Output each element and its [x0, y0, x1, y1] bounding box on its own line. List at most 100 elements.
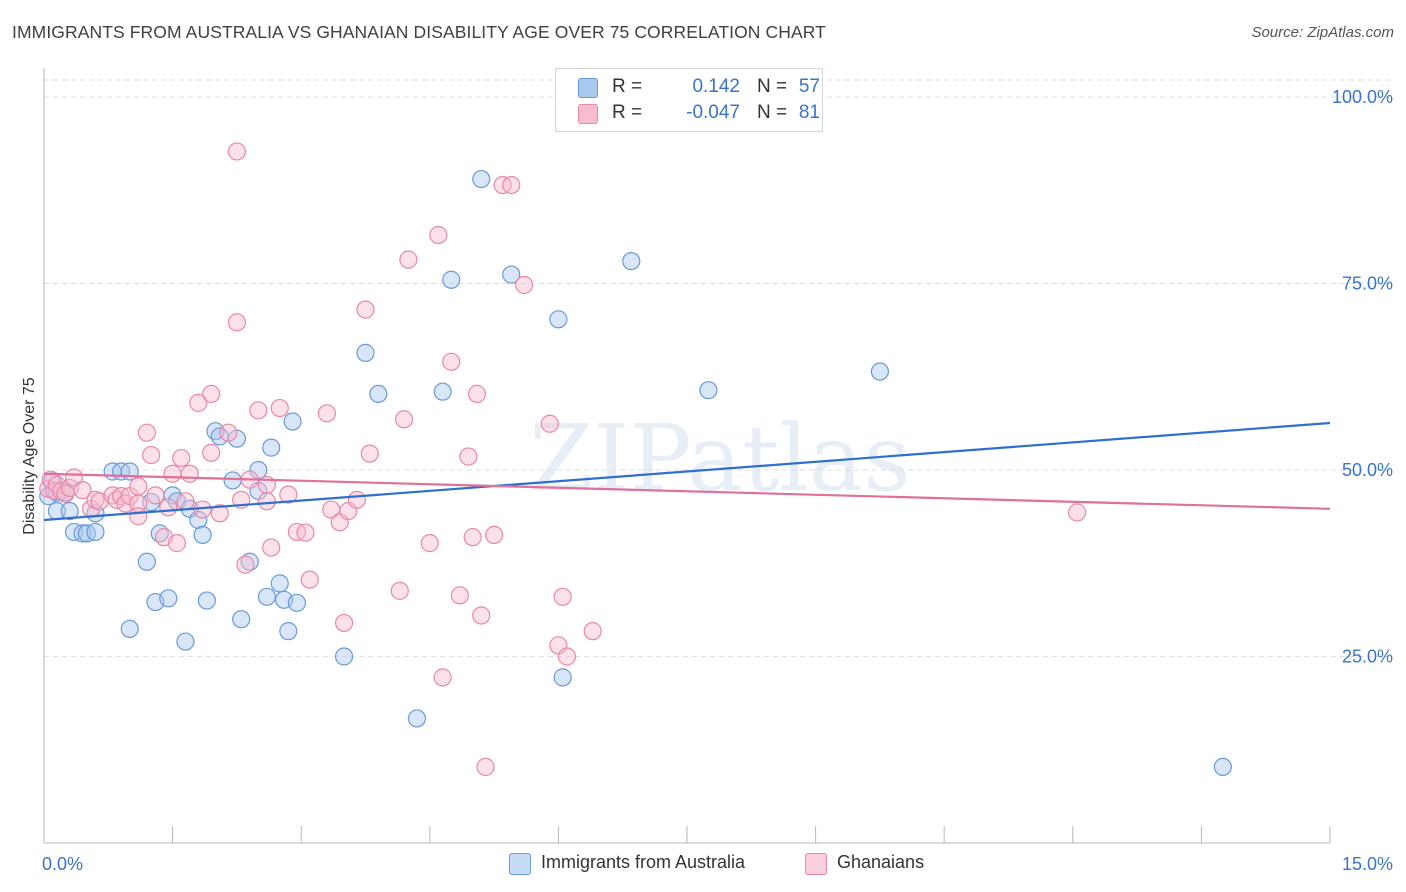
- x-tick-label: 15.0%: [1342, 854, 1393, 874]
- legend-swatch-australia: [578, 78, 598, 98]
- data-point: [442, 270, 461, 289]
- data-point: [485, 525, 504, 545]
- data-point: [472, 606, 491, 625]
- data-point: [870, 362, 890, 381]
- data-point: [163, 464, 182, 483]
- data-point: [553, 668, 572, 687]
- data-point: [176, 632, 195, 651]
- data-point: [420, 534, 439, 553]
- data-point: [429, 225, 448, 245]
- trend-line: [43, 472, 1331, 510]
- data-point: [502, 175, 521, 195]
- legend-n-label: N =: [757, 76, 788, 97]
- data-point: [283, 412, 302, 431]
- data-point: [257, 587, 277, 606]
- correlation-legend: R = 0.142 N = 57 R = -0.047 N = 81: [555, 68, 823, 132]
- data-point: [1213, 757, 1232, 777]
- data-point: [317, 404, 337, 423]
- data-point: [360, 444, 379, 463]
- data-point: [202, 443, 221, 462]
- data-point: [476, 757, 495, 777]
- data-point: [300, 570, 319, 589]
- data-point: [1067, 503, 1087, 522]
- data-point: [279, 485, 298, 504]
- series-legend: Immigrants from Australia Ghanaians: [0, 852, 1406, 876]
- data-point: [262, 438, 281, 457]
- data-point: [227, 142, 246, 161]
- data-point: [73, 481, 92, 500]
- legend-n-label: N =: [757, 102, 788, 123]
- data-point: [553, 587, 572, 606]
- data-point: [60, 501, 79, 521]
- data-point: [463, 528, 482, 547]
- data-point: [137, 552, 156, 571]
- data-point: [334, 613, 354, 633]
- data-point: [129, 507, 148, 526]
- data-point: [142, 445, 161, 465]
- data-point: [433, 668, 452, 687]
- data-point: [232, 610, 251, 629]
- data-point: [223, 471, 242, 490]
- tick-labels: 100.0% 75.0% 50.0% 25.0% 0.0% 15.0%: [42, 87, 1393, 874]
- legend-swatch-ghanaians: [805, 853, 827, 875]
- data-point: [159, 589, 178, 608]
- source-label: Source: ZipAtlas.com: [1251, 24, 1394, 41]
- data-point: [262, 538, 281, 557]
- legend-swatch-australia: [509, 853, 531, 875]
- data-point: [279, 622, 298, 641]
- data-point: [356, 343, 375, 362]
- legend-r-value: -0.047: [686, 102, 740, 123]
- data-point: [249, 401, 268, 420]
- legend-r-label: R =: [612, 102, 643, 123]
- data-point: [369, 384, 388, 404]
- data-point: [287, 593, 307, 612]
- data-point: [219, 423, 238, 442]
- data-point: [334, 647, 354, 666]
- data-point: [197, 591, 216, 610]
- data-point: [540, 414, 559, 433]
- legend-r-value: 0.142: [692, 76, 740, 97]
- legend-n-value: 57: [798, 76, 820, 97]
- data-point: [515, 275, 534, 295]
- data-point: [193, 525, 212, 545]
- data-point: [120, 462, 139, 481]
- data-point: [356, 300, 375, 319]
- y-tick-label: 100.0%: [1332, 87, 1393, 107]
- data-point: [202, 384, 221, 404]
- data-point: [167, 534, 186, 553]
- y-tick-label: 50.0%: [1342, 460, 1393, 480]
- data-point: [146, 486, 165, 505]
- data-point: [86, 522, 105, 542]
- legend-swatch-ghanaians: [578, 104, 598, 124]
- trend-lines: [43, 421, 1331, 522]
- data-point: [433, 382, 452, 401]
- data-point: [176, 492, 195, 511]
- data-point: [180, 464, 199, 483]
- data-point: [347, 490, 367, 509]
- data-point: [399, 250, 418, 269]
- data-point: [64, 468, 84, 487]
- data-point: [129, 477, 148, 496]
- data-point: [442, 352, 461, 371]
- data-point: [137, 423, 156, 442]
- data-point: [622, 252, 641, 271]
- data-point: [472, 169, 491, 189]
- data-point: [120, 619, 139, 638]
- y-tick-label: 25.0%: [1342, 647, 1393, 667]
- data-point: [583, 622, 602, 641]
- data-point: [390, 581, 409, 600]
- legend-n-value: 81: [798, 102, 820, 123]
- data-point: [210, 504, 229, 523]
- data-point: [270, 398, 289, 418]
- data-point: [467, 384, 487, 404]
- data-point: [394, 410, 414, 429]
- data-point: [189, 510, 208, 530]
- data-point: [549, 310, 568, 329]
- data-point: [257, 492, 277, 511]
- data-point: [227, 313, 246, 332]
- chart-title: IMMIGRANTS FROM AUSTRALIA VS GHANAIAN DI…: [12, 22, 826, 42]
- data-point: [450, 586, 469, 605]
- data-point: [699, 381, 718, 400]
- y-tick-label: 75.0%: [1342, 274, 1393, 294]
- data-point: [296, 523, 315, 542]
